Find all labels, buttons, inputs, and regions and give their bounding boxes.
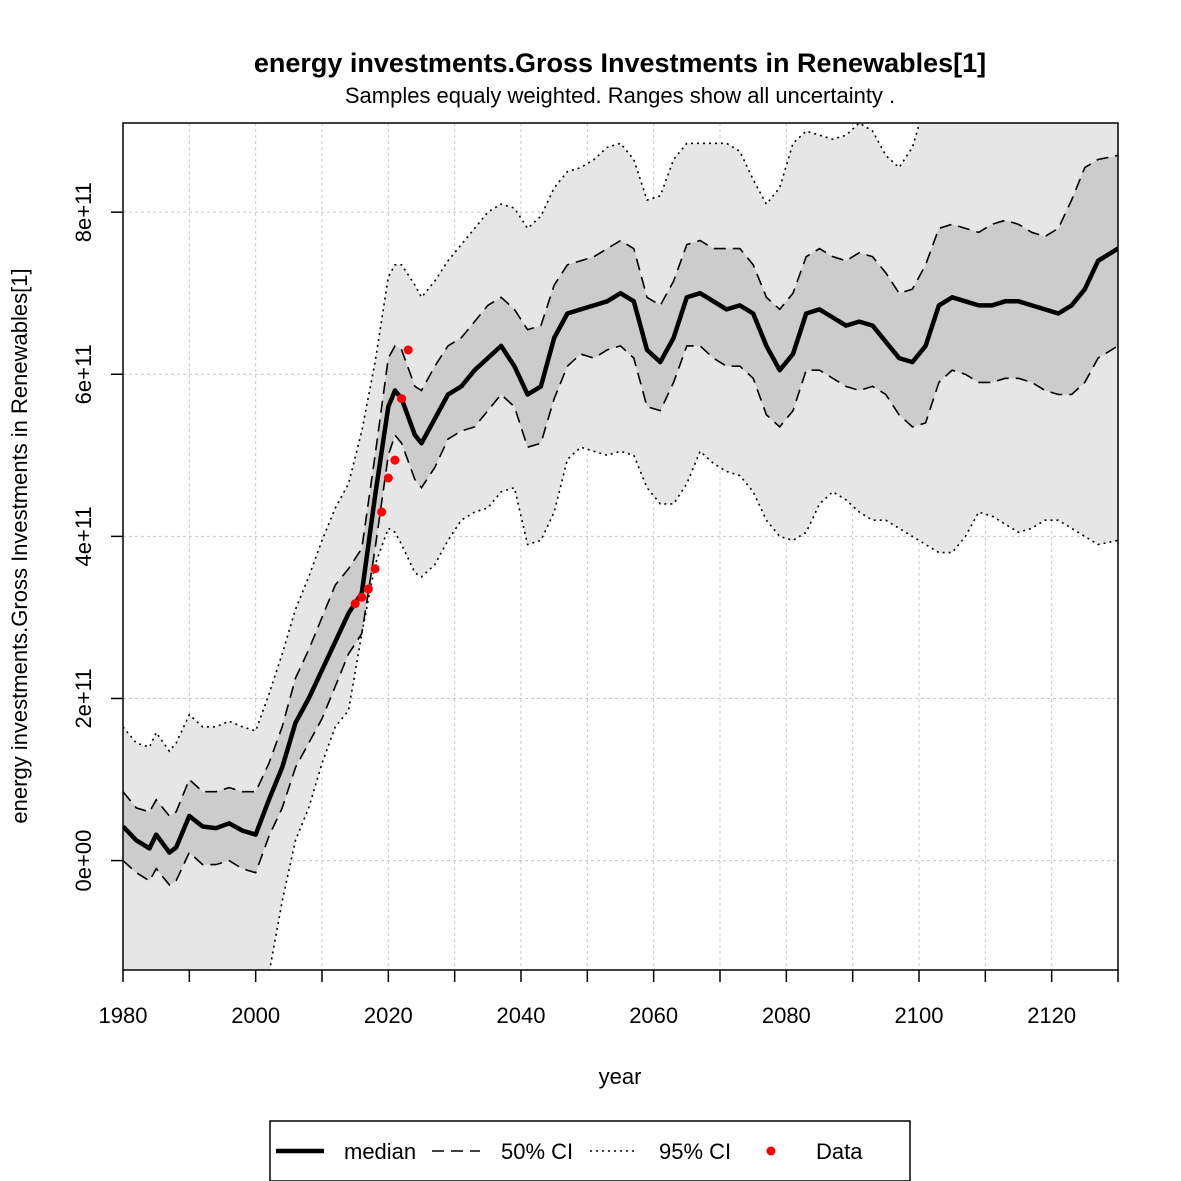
y-tick-label: 8e+11 — [71, 182, 96, 242]
data-point — [357, 592, 367, 602]
data-point — [350, 599, 360, 609]
data-point — [370, 564, 380, 574]
data-point — [403, 345, 413, 355]
data-point — [390, 455, 400, 465]
legend-data-swatch — [766, 1146, 776, 1156]
x-tick-label: 2020 — [364, 1003, 413, 1028]
x-tick-label: 2060 — [629, 1003, 678, 1028]
ci50-upper-line — [123, 154, 1118, 818]
x-tick-label: 2100 — [895, 1003, 944, 1028]
legend-ci50-label: 50% CI — [501, 1139, 573, 1164]
ci95-band — [123, 123, 1118, 970]
ci95-lower-line — [268, 446, 1118, 970]
ci50-lower-line — [123, 345, 1118, 886]
x-axis: 1980 2000 2020 2040 2060 2080 2100 2120 — [99, 970, 1119, 1028]
data-point — [397, 394, 407, 404]
plot-frame — [122, 122, 1119, 971]
chart-title: energy investments.Gross Investments in … — [254, 48, 986, 78]
legend-data-label: Data — [816, 1139, 863, 1164]
median-line — [123, 246, 1118, 855]
data-point — [363, 584, 373, 594]
y-axis-label: energy investments.Gross Investments in … — [7, 268, 32, 823]
chart-subtitle: Samples equaly weighted. Ranges show all… — [345, 83, 895, 108]
x-axis-label: year — [599, 1064, 642, 1089]
ci50-band — [123, 155, 1118, 885]
data-point — [377, 507, 387, 517]
plot-area — [123, 123, 1118, 970]
y-axis: 0e+00 2e+11 4e+11 6e+11 8e+11 — [71, 182, 123, 891]
legend: median 50% CI 95% CI Data — [269, 1120, 911, 1181]
legend-median-label: median — [344, 1139, 416, 1164]
x-tick-label: 2040 — [497, 1003, 546, 1028]
x-tick-label: 2120 — [1027, 1003, 1076, 1028]
x-tick-label: 1980 — [99, 1003, 148, 1028]
y-tick-label: 6e+11 — [71, 344, 96, 404]
legend-ci95-label: 95% CI — [659, 1139, 731, 1164]
x-tick-label: 2000 — [231, 1003, 280, 1028]
y-tick-label: 2e+11 — [71, 668, 96, 728]
y-tick-label: 0e+00 — [71, 830, 96, 892]
x-tick-label: 2080 — [762, 1003, 811, 1028]
data-points — [350, 345, 413, 609]
data-point — [383, 473, 393, 483]
y-tick-label: 4e+11 — [71, 506, 96, 566]
